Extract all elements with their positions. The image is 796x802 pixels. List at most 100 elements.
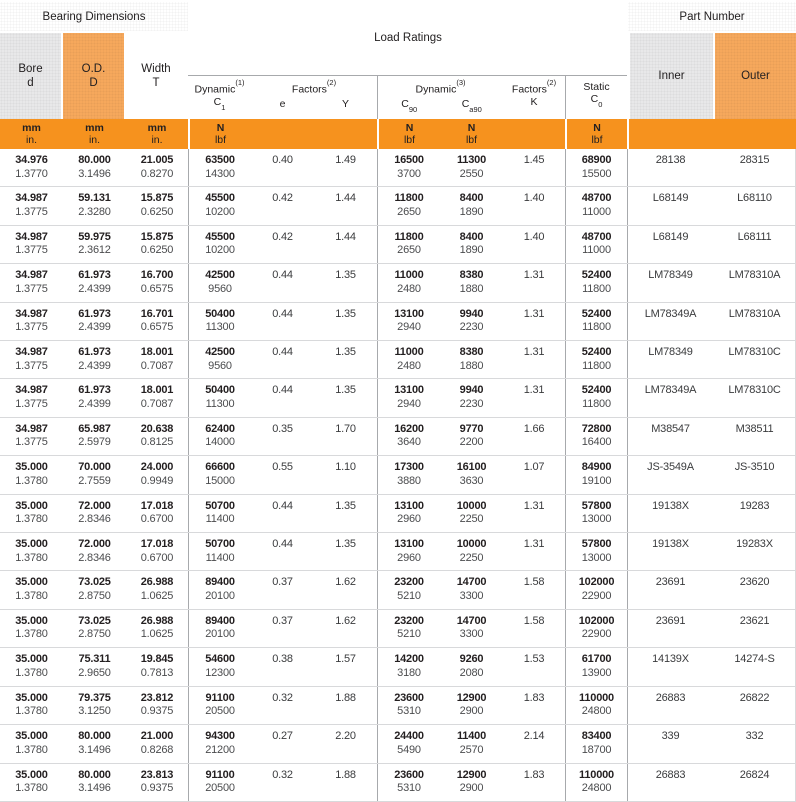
factors-k-label: Factors(2) [511,78,557,96]
y-cell: 1.44 [335,192,356,205]
bore-cell: 34.987 1.3775 [15,422,48,449]
outer-part-cell: LM78310A [728,307,781,320]
inner-part-cell: 28138 [627,149,713,187]
outer-part-cell: JS-3510 [734,461,775,474]
outer-part-cell: LM78310C [728,384,781,397]
units-outer [713,119,796,149]
e-cell: 0.38 [272,653,293,666]
c0-cell: 102000 22900 [565,571,627,609]
k-cell: 1.58 [523,614,545,627]
bore-cell: 35.000 1.3780 [15,691,48,718]
table-row: 34.987 1.3775 59.131 2.3280 15.875 0.6250 4… [0,187,796,226]
outer-part-cell: L68111 [737,230,772,243]
ca90-cell: 11400 2570 [457,730,486,756]
c0-cell: 72800 16400 [565,417,627,456]
c1-cell: 45500 10200 [188,187,251,225]
bore-cell: 35.000 1.3780 [15,461,48,487]
inner-label: Inner [658,70,685,82]
ca90-cell: 8400 1890 [459,192,484,218]
c90-cell: 13100 2940 [377,379,440,417]
bore-cell: 34.987 1.3775 [15,384,48,410]
ca90-cell: 10000 2250 [456,499,487,526]
e-symbol: e [279,97,286,110]
bore-symbol: d [27,77,34,89]
outer-part-cell: M38511 [735,422,774,435]
inner-part-cell: 339 [627,725,713,763]
c90-cell: 11800 2650 [377,225,440,264]
c1-cell: 94300 21200 [188,725,251,763]
ca90-cell: 9770 2200 [459,422,484,449]
part-number-band: Part Number [628,2,796,31]
part-number-title: Part Number [679,10,745,23]
outer-part-cell: LM78310A [728,269,781,282]
e-cell: 0.44 [272,499,293,512]
ca90-cell: 8400 1890 [459,230,484,257]
load-ratings-subheader: Dynamic(1) C1 Factors(2) e Y Dynamic(3) … [188,75,627,119]
inner-part-cell: LM78349 [627,341,713,379]
od-cell: 73.025 2.8750 [78,576,111,602]
dynamic3-symbols: C90 Ca90 [378,98,503,114]
k-cell: 1.31 [523,307,545,320]
outer-part-cell: L68110 [737,192,772,205]
ca90-cell: 16100 3630 [456,461,487,487]
k-cell: 1.83 [523,691,545,704]
width-label: Width [141,63,171,75]
y-cell: 1.62 [335,576,356,589]
c1-cell: 91100 20500 [188,763,251,801]
k-cell: 1.40 [523,230,545,243]
bore-cell: 34.987 1.3775 [15,230,48,257]
factors-ey-symbols: e Y [251,98,377,110]
table-row: 35.000 1.3780 72.000 2.8346 17.018 0.6700 5… [0,533,796,572]
c1-cell: 45500 10200 [188,225,251,264]
od-cell: 80.000 3.1496 [78,730,111,756]
ca90-cell: 8380 1880 [459,269,484,295]
dynamic1-symbol: C1 [213,95,226,112]
od-cell: 61.973 2.4399 [78,269,111,295]
od-cell: 72.000 2.8346 [78,499,111,526]
k-cell: 1.31 [523,346,545,359]
inner-part-cell: 26883 [627,686,713,725]
y-cell: 1.10 [335,461,356,474]
e-cell: 0.32 [272,691,293,704]
column-header-inner: Inner [630,33,713,119]
static-label: Static [583,81,610,93]
column-header-static: Static C0 [565,76,627,119]
width-cell: 17.018 0.6700 [140,538,174,564]
bore-label: Bore [18,63,43,75]
bore-cell: 35.000 1.3780 [15,538,48,564]
dynamic1-label: Dynamic(1) [194,78,245,96]
od-cell: 65.987 2.5979 [78,422,111,449]
y-cell: 1.35 [335,499,356,512]
bore-cell: 35.000 1.3780 [15,730,48,756]
inner-part-cell: JS-3549A [627,456,713,494]
width-cell: 15.875 0.6250 [140,230,174,257]
bore-cell: 35.000 1.3780 [15,653,48,679]
y-cell: 1.35 [335,538,356,551]
table-row: 35.000 1.3780 79.375 3.1250 23.812 0.9375 9… [0,686,796,726]
c1-cell: 91100 20500 [188,686,251,725]
e-cell: 0.27 [272,730,293,743]
width-cell: 18.001 0.7087 [140,346,174,372]
column-header-bore: Bore d [0,33,61,119]
inner-part-cell: L68149 [627,225,713,264]
bearing-dimensions-band: Bearing Dimensions [0,2,188,31]
c1-cell: 50700 11400 [188,494,251,533]
c0-cell: 52400 11800 [565,379,627,417]
ca90-cell: 14700 3300 [456,614,487,641]
column-header-dynamic3: Dynamic(3) C90 Ca90 [377,76,503,119]
c90-cell: 23600 5310 [377,686,440,725]
k-cell: 1.31 [523,499,545,512]
inner-part-cell: LM78349 [627,264,713,302]
c90-cell: 16200 3640 [377,417,440,456]
od-cell: 73.025 2.8750 [78,614,111,641]
inner-part-cell: 23691 [627,609,713,648]
width-cell: 16.700 0.6575 [140,269,174,295]
column-header-od: O.D. D [63,33,124,119]
width-cell: 24.000 0.9949 [140,461,174,487]
outer-part-cell: 19283 [739,499,770,512]
factors-ey-label: Factors(2) [291,78,337,96]
y-cell: 1.70 [335,422,356,435]
outer-label: Outer [741,70,770,82]
y-cell: 1.57 [335,653,356,666]
